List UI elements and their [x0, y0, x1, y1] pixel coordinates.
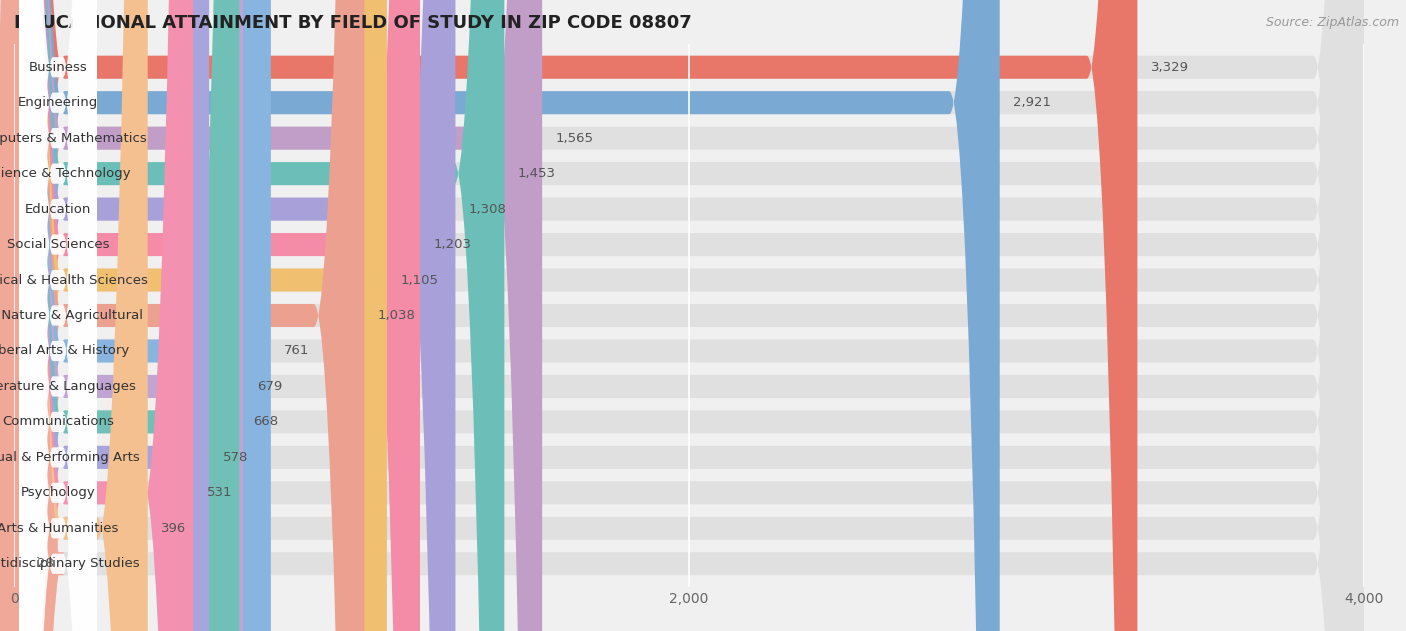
- FancyBboxPatch shape: [14, 0, 1000, 631]
- Text: Liberal Arts & History: Liberal Arts & History: [0, 345, 129, 358]
- Text: Social Sciences: Social Sciences: [7, 238, 110, 251]
- Text: 1,308: 1,308: [470, 203, 506, 216]
- Text: 396: 396: [162, 522, 187, 535]
- Text: 28: 28: [37, 557, 53, 570]
- Text: 1,105: 1,105: [401, 273, 439, 286]
- FancyBboxPatch shape: [14, 0, 1364, 631]
- Text: Multidisciplinary Studies: Multidisciplinary Studies: [0, 557, 139, 570]
- FancyBboxPatch shape: [14, 0, 271, 631]
- FancyBboxPatch shape: [20, 0, 97, 631]
- Text: 1,565: 1,565: [555, 132, 593, 144]
- Text: 531: 531: [207, 487, 232, 499]
- FancyBboxPatch shape: [14, 0, 1364, 631]
- Text: EDUCATIONAL ATTAINMENT BY FIELD OF STUDY IN ZIP CODE 08807: EDUCATIONAL ATTAINMENT BY FIELD OF STUDY…: [14, 13, 692, 32]
- FancyBboxPatch shape: [14, 0, 1364, 631]
- FancyBboxPatch shape: [14, 0, 1364, 631]
- FancyBboxPatch shape: [14, 0, 209, 631]
- FancyBboxPatch shape: [14, 0, 148, 631]
- Text: Bio, Nature & Agricultural: Bio, Nature & Agricultural: [0, 309, 143, 322]
- Text: 668: 668: [253, 415, 278, 428]
- FancyBboxPatch shape: [14, 0, 543, 631]
- Text: 761: 761: [284, 345, 309, 358]
- Text: 3,329: 3,329: [1152, 61, 1189, 74]
- FancyBboxPatch shape: [14, 0, 1364, 631]
- FancyBboxPatch shape: [14, 0, 387, 631]
- Text: 2,921: 2,921: [1014, 96, 1052, 109]
- Text: Communications: Communications: [1, 415, 114, 428]
- FancyBboxPatch shape: [14, 0, 1364, 631]
- Text: Physical & Health Sciences: Physical & Health Sciences: [0, 273, 148, 286]
- FancyBboxPatch shape: [20, 0, 97, 631]
- FancyBboxPatch shape: [0, 0, 65, 631]
- Text: 1,453: 1,453: [517, 167, 555, 180]
- FancyBboxPatch shape: [14, 0, 1364, 631]
- Text: Computers & Mathematics: Computers & Mathematics: [0, 132, 146, 144]
- Text: Source: ZipAtlas.com: Source: ZipAtlas.com: [1265, 16, 1399, 29]
- FancyBboxPatch shape: [20, 0, 97, 631]
- Text: 1,038: 1,038: [378, 309, 416, 322]
- FancyBboxPatch shape: [20, 0, 97, 631]
- Text: Visual & Performing Arts: Visual & Performing Arts: [0, 451, 139, 464]
- FancyBboxPatch shape: [14, 0, 193, 631]
- FancyBboxPatch shape: [14, 0, 1364, 631]
- FancyBboxPatch shape: [14, 0, 1364, 631]
- Text: 1,203: 1,203: [433, 238, 471, 251]
- FancyBboxPatch shape: [20, 0, 97, 631]
- FancyBboxPatch shape: [14, 0, 1364, 631]
- Text: Psychology: Psychology: [21, 487, 96, 499]
- FancyBboxPatch shape: [14, 0, 420, 631]
- Text: Education: Education: [25, 203, 91, 216]
- FancyBboxPatch shape: [20, 0, 97, 631]
- FancyBboxPatch shape: [14, 0, 243, 631]
- FancyBboxPatch shape: [14, 0, 456, 631]
- FancyBboxPatch shape: [14, 0, 1364, 631]
- FancyBboxPatch shape: [14, 0, 1364, 631]
- FancyBboxPatch shape: [14, 0, 1364, 631]
- FancyBboxPatch shape: [20, 0, 97, 631]
- Text: Engineering: Engineering: [18, 96, 98, 109]
- FancyBboxPatch shape: [14, 0, 1364, 631]
- FancyBboxPatch shape: [20, 0, 97, 631]
- FancyBboxPatch shape: [20, 0, 97, 631]
- FancyBboxPatch shape: [20, 0, 97, 631]
- Text: Science & Technology: Science & Technology: [0, 167, 131, 180]
- FancyBboxPatch shape: [14, 0, 505, 631]
- FancyBboxPatch shape: [20, 0, 97, 631]
- FancyBboxPatch shape: [14, 0, 364, 631]
- FancyBboxPatch shape: [20, 0, 97, 631]
- Text: 679: 679: [257, 380, 283, 393]
- Text: 578: 578: [222, 451, 247, 464]
- FancyBboxPatch shape: [14, 0, 1364, 631]
- Text: Arts & Humanities: Arts & Humanities: [0, 522, 118, 535]
- Text: Business: Business: [28, 61, 87, 74]
- FancyBboxPatch shape: [20, 0, 97, 631]
- FancyBboxPatch shape: [14, 0, 1137, 631]
- Text: Literature & Languages: Literature & Languages: [0, 380, 136, 393]
- FancyBboxPatch shape: [20, 0, 97, 631]
- FancyBboxPatch shape: [14, 0, 239, 631]
- FancyBboxPatch shape: [20, 0, 97, 631]
